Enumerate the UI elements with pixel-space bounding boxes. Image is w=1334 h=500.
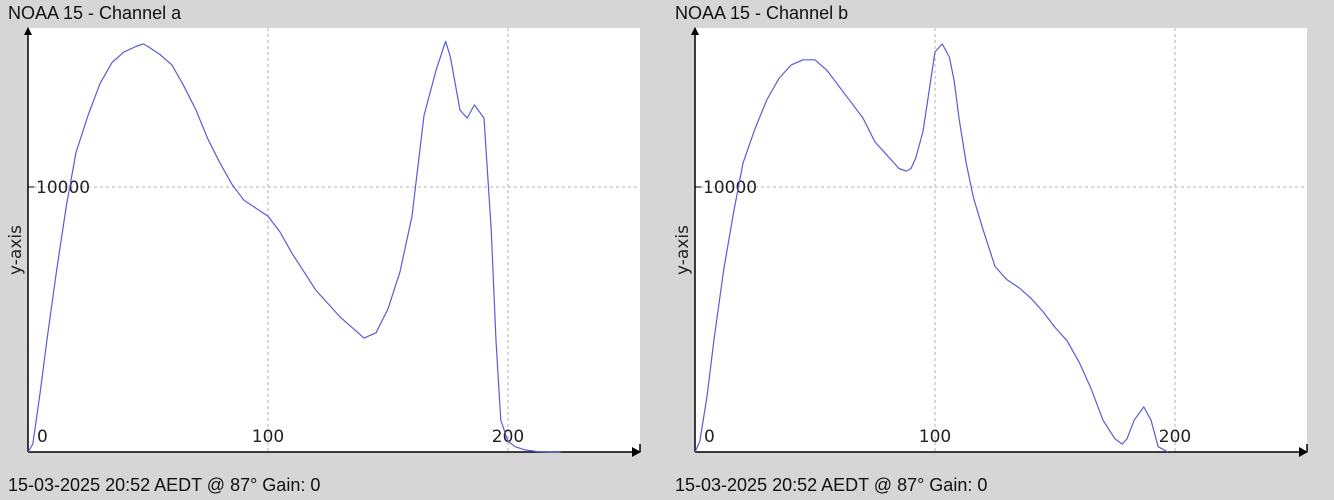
series-line-0 [694, 43, 1169, 453]
plot-background [28, 28, 640, 452]
x-tick-label: 100 [919, 427, 951, 447]
x-tick-label: 0 [704, 427, 715, 447]
chart-title: NOAA 15 - Channel a [8, 3, 182, 23]
y-tick-label: 10000 [36, 178, 90, 198]
y-axis-arrow [691, 27, 699, 35]
chart-panel-a: NOAA 15 - Channel a 0 100 200 10000 y-axis 1… [6, 3, 641, 495]
chart-panel-b: NOAA 15 - Channel b 0 100 200 10000 y-axis 1… [667, 0, 1334, 500]
x-tick-label: 200 [1159, 427, 1191, 447]
chart-plot-b: 0 100 200 10000 y-axis [673, 27, 1308, 457]
series-line-0 [27, 40, 561, 453]
x-tick-label: 200 [492, 427, 524, 447]
chart-plot-a: 0 100 200 10000 y-axis [6, 27, 641, 457]
y-axis-arrow [24, 27, 32, 35]
chart-title: NOAA 15 - Channel b [675, 3, 849, 23]
chart-footer: 15-03-2025 20:52 AEDT @ 87° Gain: 0 [8, 475, 321, 495]
plot-background [695, 28, 1307, 452]
y-tick-label: 10000 [703, 178, 757, 198]
y-axis-label: y-axis [6, 225, 26, 275]
x-axis-arrow [1299, 447, 1308, 457]
x-tick-label: 0 [37, 427, 48, 447]
x-axis-arrow [632, 447, 641, 457]
chart-footer: 15-03-2025 20:52 AEDT @ 87° Gain: 0 [675, 475, 988, 495]
y-axis-label: y-axis [673, 225, 693, 275]
x-tick-label: 100 [252, 427, 284, 447]
